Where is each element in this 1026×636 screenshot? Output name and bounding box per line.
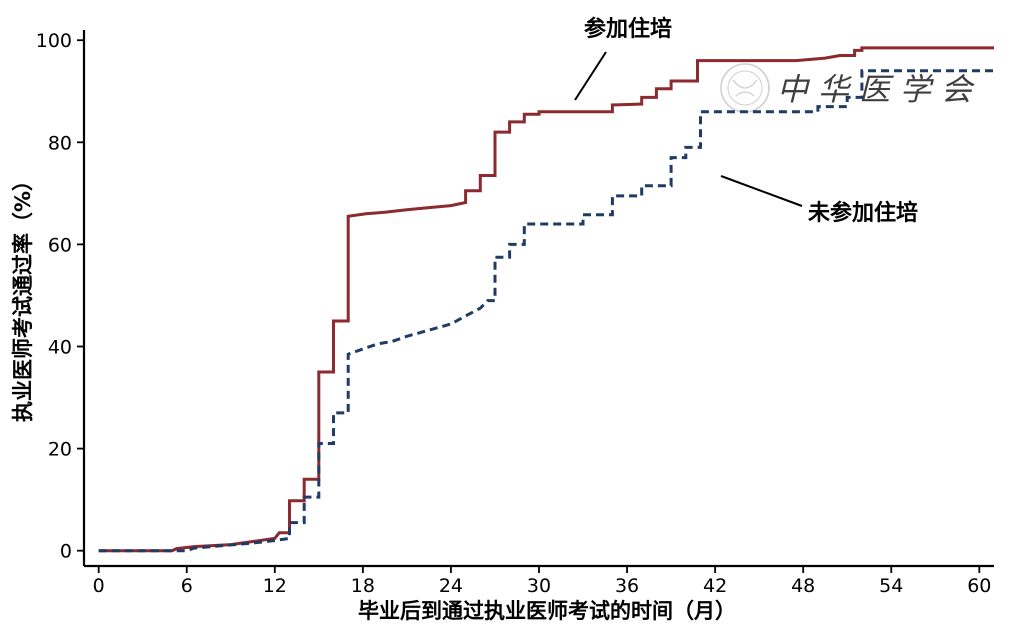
x-tick-label: 6 [181,575,193,597]
y-axis-title: 执业医师考试通过率（%） [11,170,35,422]
y-tick-label: 80 [48,132,72,154]
x-tick-label: 48 [791,575,815,597]
watermark-logo [720,63,770,113]
y-tick-label: 100 [36,30,72,52]
series-line-not-participated [98,69,994,553]
x-axis-title: 毕业后到通过执业医师考试的时间（月） [358,599,736,623]
annotation-leader-not-participated [720,175,803,207]
series-line-participated [98,46,994,553]
series-layer [98,46,994,553]
y-tick-label: 40 [48,336,72,358]
x-tick-label: 42 [703,575,727,597]
watermark-text: 中华医学会 [777,72,982,108]
annotation-leader-participated [574,51,607,101]
y-tick-label: 20 [48,439,72,461]
x-tick-label: 30 [527,575,551,597]
y-tick-label: 0 [60,541,72,563]
x-axis-ticks: 0 6 12 18 24 30 36 42 48 54 60 [93,566,991,597]
y-axis-ticks: 0 20 40 60 80 100 [36,30,84,563]
x-tick-label: 0 [93,575,105,597]
x-tick-label: 60 [967,575,991,597]
x-tick-label: 12 [263,575,287,597]
x-tick-label: 18 [351,575,375,597]
x-tick-label: 36 [615,575,639,597]
x-tick-label: 24 [439,575,463,597]
y-tick-label: 60 [48,234,72,256]
x-tick-label: 54 [879,575,903,597]
annotation-label-participated: 参加住培 [584,16,672,42]
annotation-label-not-participated: 未参加住培 [808,200,918,226]
